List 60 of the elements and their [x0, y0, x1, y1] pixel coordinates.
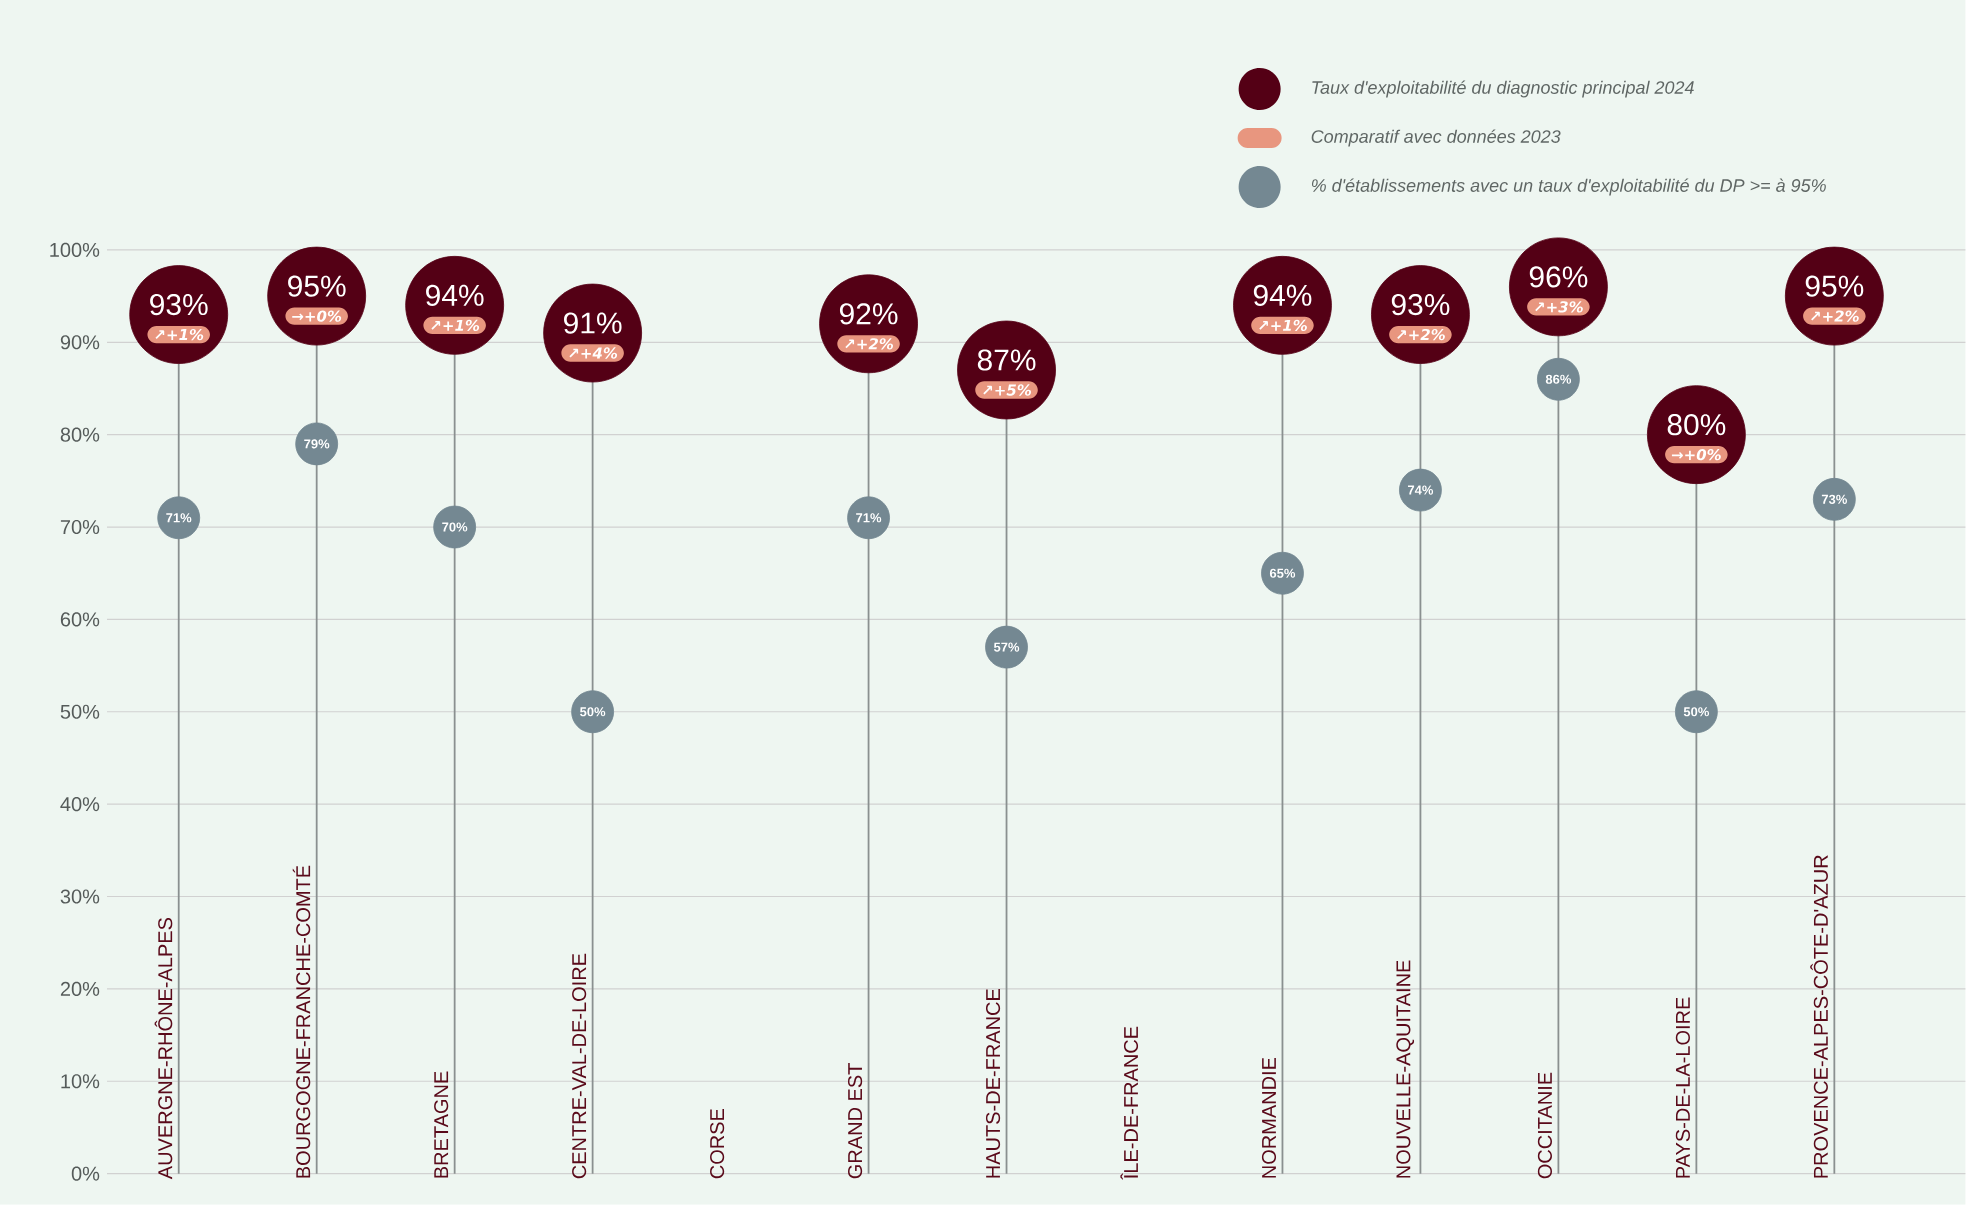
- x-tick-label: AUVERGNE-RHÔNE-ALPES: [154, 918, 173, 1180]
- y-tick-label: 40%: [60, 797, 100, 812]
- data-label: 94%: [1253, 284, 1312, 307]
- data-label: 50%: [1683, 707, 1710, 717]
- data-label: 94%: [426, 284, 484, 307]
- data-label: 91%: [564, 312, 622, 334]
- data-label: 96%: [1529, 266, 1588, 288]
- annotation: ↗+4%: [569, 347, 618, 359]
- x-tick-label: BRETAGNE: [434, 1071, 449, 1178]
- annotation: ↗+2%: [845, 338, 894, 350]
- x-tick-label: PROVENCE-ALPES-CÔTE-D'AZUR: [1810, 855, 1828, 1178]
- data-label: 87%: [977, 349, 1036, 371]
- y-tick-label: 90%: [60, 335, 100, 350]
- data-label: 50%: [580, 707, 606, 717]
- x-tick-label: ÎLE-DE-FRANCE: [1120, 1026, 1139, 1180]
- y-tick-label: 80%: [60, 427, 100, 442]
- annotation: ↗+2%: [1397, 329, 1445, 341]
- data-label: 86%: [1545, 374, 1572, 385]
- data-label: 80%: [1667, 414, 1726, 436]
- x-tick-label: HAUTS-DE-FRANCE: [985, 989, 1001, 1178]
- annotation: ↗+3%: [1535, 301, 1583, 313]
- x-tick-label: CENTRE-VAL-DE-LOIRE: [572, 954, 587, 1179]
- data-label: 65%: [1269, 568, 1296, 578]
- legend-label: Taux d'exploitabilité du diagnostic principal 2024: [1312, 80, 1694, 98]
- annotation: ↗+1%: [1259, 319, 1307, 332]
- annotation: ↗+2%: [1811, 310, 1859, 322]
- annotation: ↗+1%: [431, 319, 480, 332]
- text: Comparatif avec données 2023: [1311, 129, 1561, 147]
- data-label: 57%: [993, 642, 1020, 652]
- annotation: →+0%: [292, 310, 342, 322]
- x-tick-label: CORSE: [710, 1109, 725, 1179]
- data-label: 74%: [1407, 485, 1434, 495]
- data-label: 70%: [442, 522, 468, 532]
- data-label: 95%: [288, 275, 346, 297]
- y-tick-label: 10%: [61, 1074, 100, 1089]
- data-label: 95%: [1805, 275, 1864, 297]
- legend-label: % d'établissements avec un taux d'exploitabilité du DP >= à 95%: [1311, 178, 1826, 196]
- x-tick-label: NOUVELLE-AQUITAINE: [1396, 960, 1415, 1178]
- annotation: ↗+5%: [983, 384, 1032, 396]
- data-label: 71%: [166, 513, 192, 523]
- x-tick-label: NORMANDIE: [1261, 1058, 1277, 1178]
- x-tick-label: BOURGOGNE-FRANCHE-COMTÉ: [292, 865, 311, 1178]
- data-label: 93%: [150, 294, 208, 316]
- x-tick-label: PAYS-DE-LA-LOIRE: [1675, 997, 1690, 1178]
- y-tick-label: 0%: [71, 1166, 100, 1181]
- y-tick-label: 20%: [60, 982, 100, 997]
- annotation: →+0%: [1671, 449, 1721, 461]
- x-tick-label: OCCITANIE: [1537, 1072, 1552, 1179]
- y-tick-label: 50%: [60, 704, 100, 720]
- data-label: 73%: [1821, 494, 1847, 505]
- data-label: 71%: [856, 513, 882, 523]
- annotation: ↗+1%: [155, 329, 204, 341]
- x-tick-label: GRAND EST: [848, 1063, 863, 1179]
- y-tick-label: 30%: [60, 889, 100, 904]
- data-label: 92%: [839, 303, 898, 325]
- data-label: 79%: [304, 439, 330, 449]
- data-label: 93%: [1391, 294, 1450, 316]
- y-tick-label: 100%: [50, 243, 100, 258]
- y-tick-label: 60%: [60, 612, 100, 627]
- y-tick-label: 70%: [60, 520, 100, 535]
